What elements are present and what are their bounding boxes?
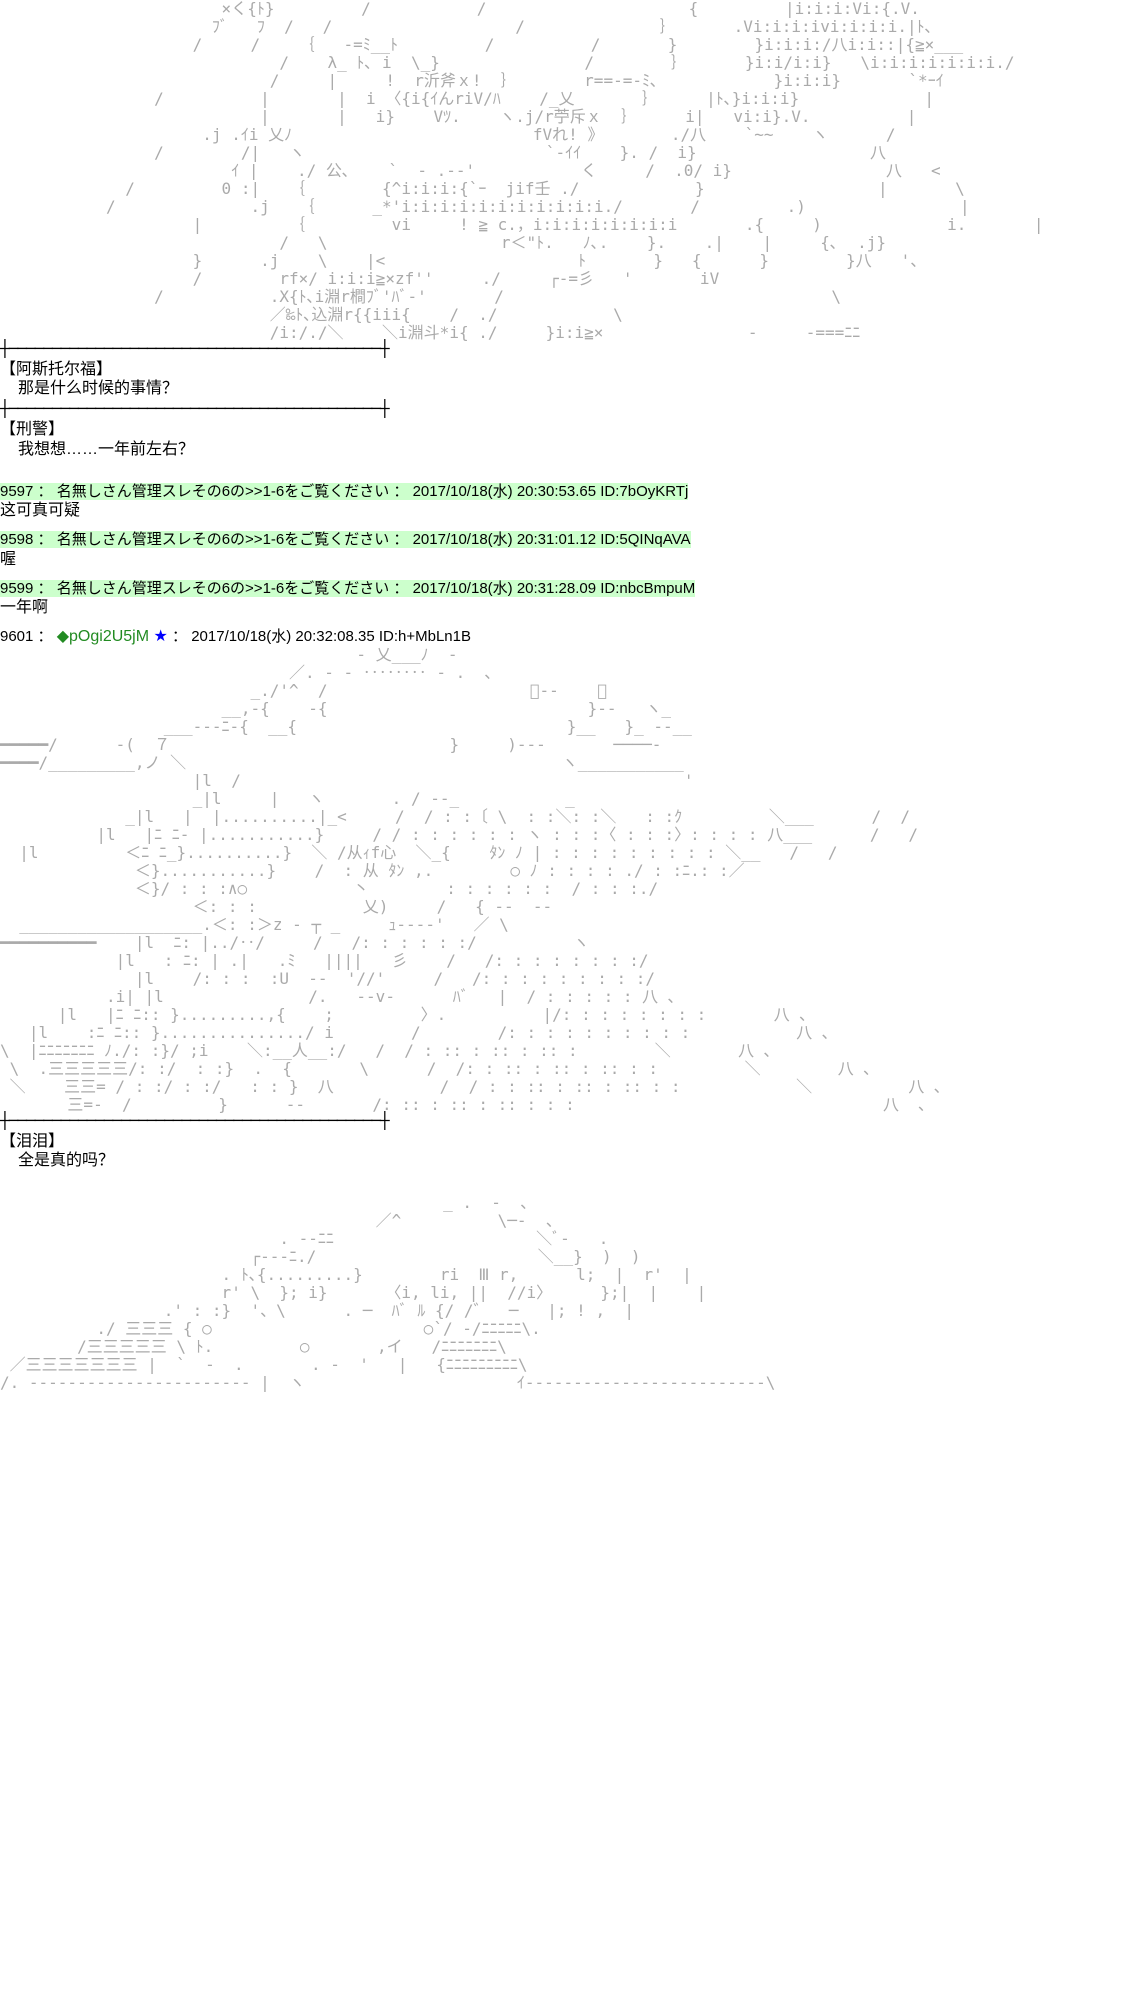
post-trip-9601[interactable]: ◆pOgi2U5jM <box>57 628 149 645</box>
divider-top-1: ┼───────────────────────────────────────… <box>0 342 1140 356</box>
dialogue-2: 【刑警】 我想想……一年前左右？ <box>0 420 1140 458</box>
post-9597: 9597 ： 名無しさん管理スレその6の>>1-6をご覧ください ： 2017/… <box>0 482 1140 520</box>
post-header-9599[interactable]: 9599 ： 名無しさん管理スレその6の>>1-6をご覧ください ： 2017/… <box>0 580 695 597</box>
char-line-1: 那是什么时候的事情？ <box>0 379 1140 398</box>
char-line-3: 全是真的吗？ <box>0 1151 1140 1170</box>
post-header-9597[interactable]: 9597 ： 名無しさん管理スレその6の>>1-6をご覧ください ： 2017/… <box>0 483 688 500</box>
post-num-9601: 9601 ： <box>0 628 57 645</box>
ascii-art-2: - 乂___ﾉ - ／. - - ‥‥‥‥ - . ､ _./'^ / ﾞ-- … <box>0 646 1140 1114</box>
dialogue-1: 【阿斯托尔福】 那是什么时候的事情？ <box>0 360 1140 398</box>
ascii-art-3: _ . - 、 ／^ \─- 、 . --ﾆﾆ ＼ﾞ- . ┌---ﾆ./ ＼_… <box>0 1194 1140 1392</box>
post-9598: 9598 ： 名無しさん管理スレその6の>>1-6をご覧ください ： 2017/… <box>0 530 1140 568</box>
post-header-9598[interactable]: 9598 ： 名無しさん管理スレその6の>>1-6をご覧ください ： 2017/… <box>0 531 691 548</box>
post-rest-9601: ： 2017/10/18(水) 20:32:08.35 ID:h+MbLn1B <box>168 628 471 645</box>
star-icon: ★ <box>149 628 168 645</box>
divider-top-2: ┼───────────────────────────────────────… <box>0 1114 1140 1128</box>
char-name-1: 【阿斯托尔福】 <box>0 360 1140 379</box>
char-line-2: 我想想……一年前左右？ <box>0 440 1140 459</box>
post-body-9599: 一年啊 <box>0 598 1140 617</box>
char-name-2: 【刑警】 <box>0 420 1140 439</box>
dialogue-3: 【泪泪】 全是真的吗？ <box>0 1132 1140 1170</box>
post-body-9598: 喔 <box>0 550 1140 569</box>
post-body-9597: 这可真可疑 <box>0 501 1140 520</box>
post-9601: 9601 ： ◆pOgi2U5jM ★ ： 2017/10/18(水) 20:3… <box>0 627 1140 646</box>
char-name-3: 【泪泪】 <box>0 1132 1140 1151</box>
divider-bot-1: ┼───────────────────────────────────────… <box>0 402 1140 416</box>
post-9599: 9599 ： 名無しさん管理スレその6の>>1-6をご覧ください ： 2017/… <box>0 579 1140 617</box>
ascii-art-1: ×く{ﾄ} / / { |i:i:i:Vi:{.V. ﾌﾞ ﾌ / / / ｝ … <box>0 0 1140 342</box>
